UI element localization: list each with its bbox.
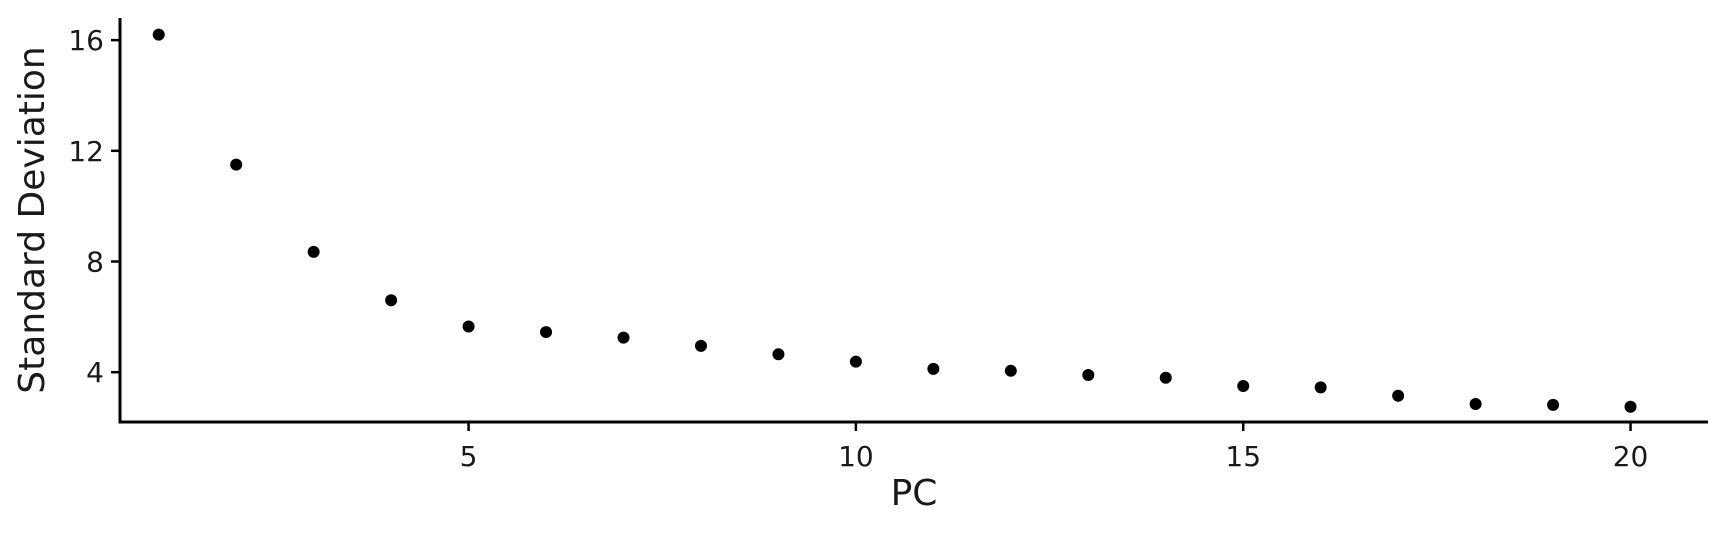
data-point <box>307 245 320 258</box>
y-axis-title: Standard Deviation <box>12 46 53 393</box>
x-axis-title: PC <box>891 473 938 514</box>
data-point <box>540 326 553 339</box>
x-tick-label: 15 <box>1225 440 1261 473</box>
data-point <box>694 339 707 352</box>
data-point <box>385 294 398 307</box>
x-tick-label: 20 <box>1613 440 1649 473</box>
data-point <box>772 348 785 361</box>
y-tick-label: 8 <box>86 246 104 279</box>
x-tick-label: 10 <box>838 440 874 473</box>
data-point <box>1237 380 1250 393</box>
data-point <box>1469 398 1482 411</box>
data-point <box>1314 381 1327 394</box>
x-axis-ticks: 5 10 15 20 <box>460 422 1649 473</box>
data-point <box>1392 389 1405 402</box>
data-point <box>152 28 165 41</box>
data-point <box>1547 398 1560 411</box>
data-point <box>1004 364 1017 377</box>
x-tick-label: 5 <box>460 440 478 473</box>
data-point <box>1082 368 1095 381</box>
y-axis-ticks: 4 8 12 16 <box>68 24 120 389</box>
data-point <box>849 355 862 368</box>
data-point <box>617 331 630 344</box>
y-tick-label: 12 <box>68 135 104 168</box>
data-points <box>152 28 1637 413</box>
data-point <box>230 158 243 171</box>
data-point <box>462 320 475 333</box>
y-tick-label: 16 <box>68 24 104 57</box>
data-point <box>1624 400 1637 413</box>
data-point <box>927 362 940 375</box>
data-point <box>1159 371 1172 384</box>
y-tick-label: 4 <box>86 356 104 389</box>
